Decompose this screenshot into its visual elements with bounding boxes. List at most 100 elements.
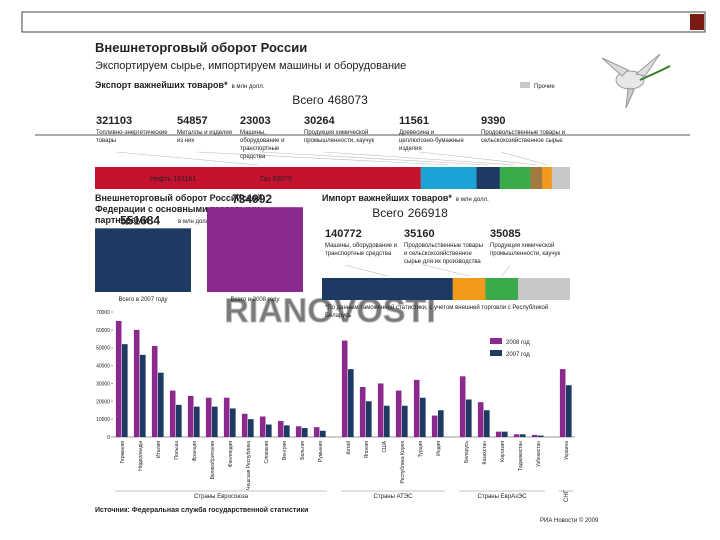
total-label: Всего xyxy=(372,206,404,220)
segment-value: 11561 xyxy=(399,115,429,127)
bar xyxy=(223,397,230,437)
bar xyxy=(133,329,140,437)
section-title: Внешнеторговый оборот Российской Федераци… xyxy=(95,193,262,225)
segment-label: Продовольственные товары и сельскохозяйст… xyxy=(481,130,565,144)
text-line: Древесина и xyxy=(399,130,434,136)
x-tick-label: Индия xyxy=(436,441,442,456)
segment xyxy=(476,167,500,189)
bar xyxy=(259,416,266,437)
text-line: сырье для их производства xyxy=(404,259,481,265)
bar xyxy=(438,410,444,437)
bar xyxy=(566,385,572,437)
y-tick-label: 60000 xyxy=(96,328,110,334)
bar xyxy=(115,320,122,437)
bar xyxy=(395,390,402,437)
bar xyxy=(284,425,290,437)
group-label: СНГ xyxy=(564,489,570,502)
bar xyxy=(302,428,308,437)
x-tick-label: Казахстан xyxy=(482,441,488,465)
segment-value: 23003 xyxy=(240,115,271,127)
group-label: Страны ЕврАзЭС xyxy=(478,494,528,500)
bar xyxy=(384,405,390,437)
connector xyxy=(501,264,511,277)
connector xyxy=(259,151,489,166)
text-line: целлюлозно-бумажные xyxy=(399,138,464,144)
bar-label: Всего в 2007 году xyxy=(118,297,167,303)
connector xyxy=(115,151,258,166)
bar xyxy=(531,434,538,437)
bar xyxy=(122,344,128,437)
x-tick-label: США xyxy=(382,440,388,452)
segment xyxy=(420,167,477,189)
segment-value: 35085 xyxy=(490,228,521,240)
total: Всего 266918 xyxy=(372,206,448,220)
connector xyxy=(500,151,548,166)
bar xyxy=(341,340,348,437)
section-title-text: Импорт важнейших товаров* xyxy=(322,193,452,203)
legend-label: 2008 год xyxy=(506,340,530,346)
bar-value: 734992 xyxy=(232,192,272,206)
x-tick-label: Нидерланды xyxy=(138,441,144,471)
x-tick-label: Германия xyxy=(120,441,126,464)
bar xyxy=(538,435,544,437)
x-tick-label: Чешская Республика xyxy=(246,441,252,490)
text-line: и сельскохозяйственное xyxy=(404,250,472,257)
x-tick-label: Бельгия xyxy=(300,441,306,460)
total-label: Всего xyxy=(292,93,324,107)
y-tick-label: 20000 xyxy=(96,399,110,405)
segment xyxy=(95,167,421,189)
segment-value: 321103 xyxy=(96,115,132,127)
text-line: *По данным таможенной статистики, с учет… xyxy=(325,304,548,311)
segment xyxy=(499,167,531,189)
footnote: *По данным таможенной статистики, с учет… xyxy=(325,304,548,319)
bar xyxy=(212,406,218,437)
x-tick-label: Румыния xyxy=(318,441,324,462)
bar xyxy=(313,427,320,437)
legend-swatch xyxy=(490,350,502,356)
bar xyxy=(348,369,354,437)
y-tick-label: 50000 xyxy=(96,346,110,352)
segment-label: Продовольственные товары и сельскохозяйст… xyxy=(404,243,483,265)
y-tick-label: 10000 xyxy=(96,417,110,423)
bar xyxy=(377,383,384,437)
text-line: транспортные xyxy=(240,146,280,152)
bar xyxy=(194,406,200,437)
bar-value: 551684 xyxy=(120,213,160,227)
bar xyxy=(187,395,194,437)
x-tick-label: Украина xyxy=(564,441,570,460)
text-line: оборудование и xyxy=(240,138,285,144)
bar xyxy=(420,397,426,437)
total-value: 468073 xyxy=(328,93,368,107)
segment-label: Машины, оборудование и транспортные средс… xyxy=(325,243,397,257)
text-line: Машины, оборудование и xyxy=(325,243,397,249)
bar xyxy=(495,431,502,437)
text-line: Продукция химической xyxy=(490,242,554,249)
annotation: Газ 69075 xyxy=(260,176,292,183)
bar xyxy=(295,426,302,437)
bar xyxy=(466,399,472,437)
y-tick-label: 30000 xyxy=(96,381,110,387)
y-tick-label: 40000 xyxy=(96,364,110,370)
connector xyxy=(323,151,516,166)
x-tick-label: Италия xyxy=(156,441,162,458)
segment-value: 54857 xyxy=(177,115,208,127)
segment-label: Продукция химической промышленности, кауч… xyxy=(490,242,561,257)
text-line: Машины, xyxy=(240,130,266,136)
segment xyxy=(542,167,552,189)
bar-label: Всего в 2008 году xyxy=(230,297,279,303)
bar xyxy=(359,387,366,437)
text-line: промышленности, каучук xyxy=(304,138,375,144)
bar xyxy=(248,419,254,437)
text-line: Федерации с основными торговыми xyxy=(95,204,260,214)
segment-label: Древесина и целлюлозно-бумажные изделия xyxy=(399,130,464,152)
segment-value: 35160 xyxy=(404,228,435,240)
bar xyxy=(402,405,408,437)
text-line: Продовольственные товары xyxy=(404,243,483,249)
total: Всего 468073 xyxy=(292,93,368,107)
x-tick-label: Польша xyxy=(174,441,180,460)
title: Внешнеторговый оборот России xyxy=(95,40,307,55)
segment-value: 9390 xyxy=(481,115,505,127)
text-line: сельскохозяйственное сырье xyxy=(481,137,563,144)
bar xyxy=(366,401,372,437)
